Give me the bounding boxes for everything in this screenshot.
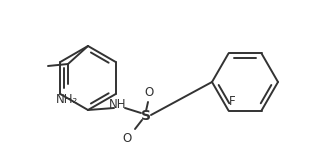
Text: S: S <box>141 109 151 123</box>
Text: NH₂: NH₂ <box>56 93 78 106</box>
Text: F: F <box>229 95 236 108</box>
Text: NH: NH <box>109 98 127 111</box>
Text: O: O <box>122 131 132 145</box>
Text: O: O <box>144 86 154 100</box>
